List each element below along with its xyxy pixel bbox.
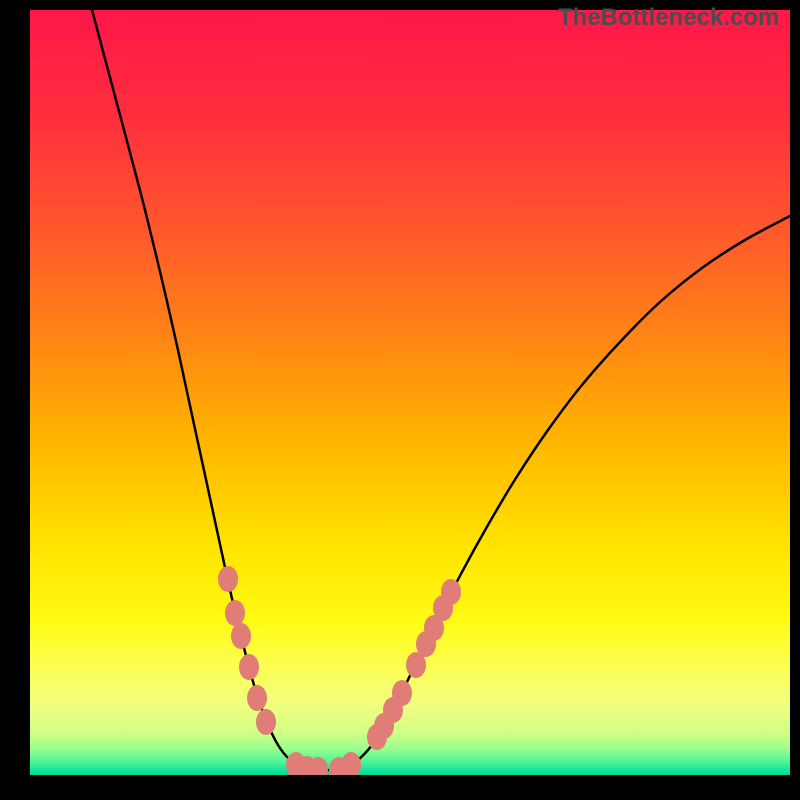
data-marker [256, 709, 276, 735]
watermark-text: TheBottleneck.com [558, 4, 779, 32]
data-marker [239, 654, 259, 680]
data-marker [247, 685, 267, 711]
data-marker [231, 623, 251, 649]
data-marker [225, 600, 245, 626]
data-marker [341, 752, 361, 778]
bottleneck-curve-chart [0, 0, 800, 800]
data-marker [218, 566, 238, 592]
chart-container: TheBottleneck.com [0, 0, 800, 800]
data-marker [441, 579, 461, 605]
data-marker [392, 680, 412, 706]
